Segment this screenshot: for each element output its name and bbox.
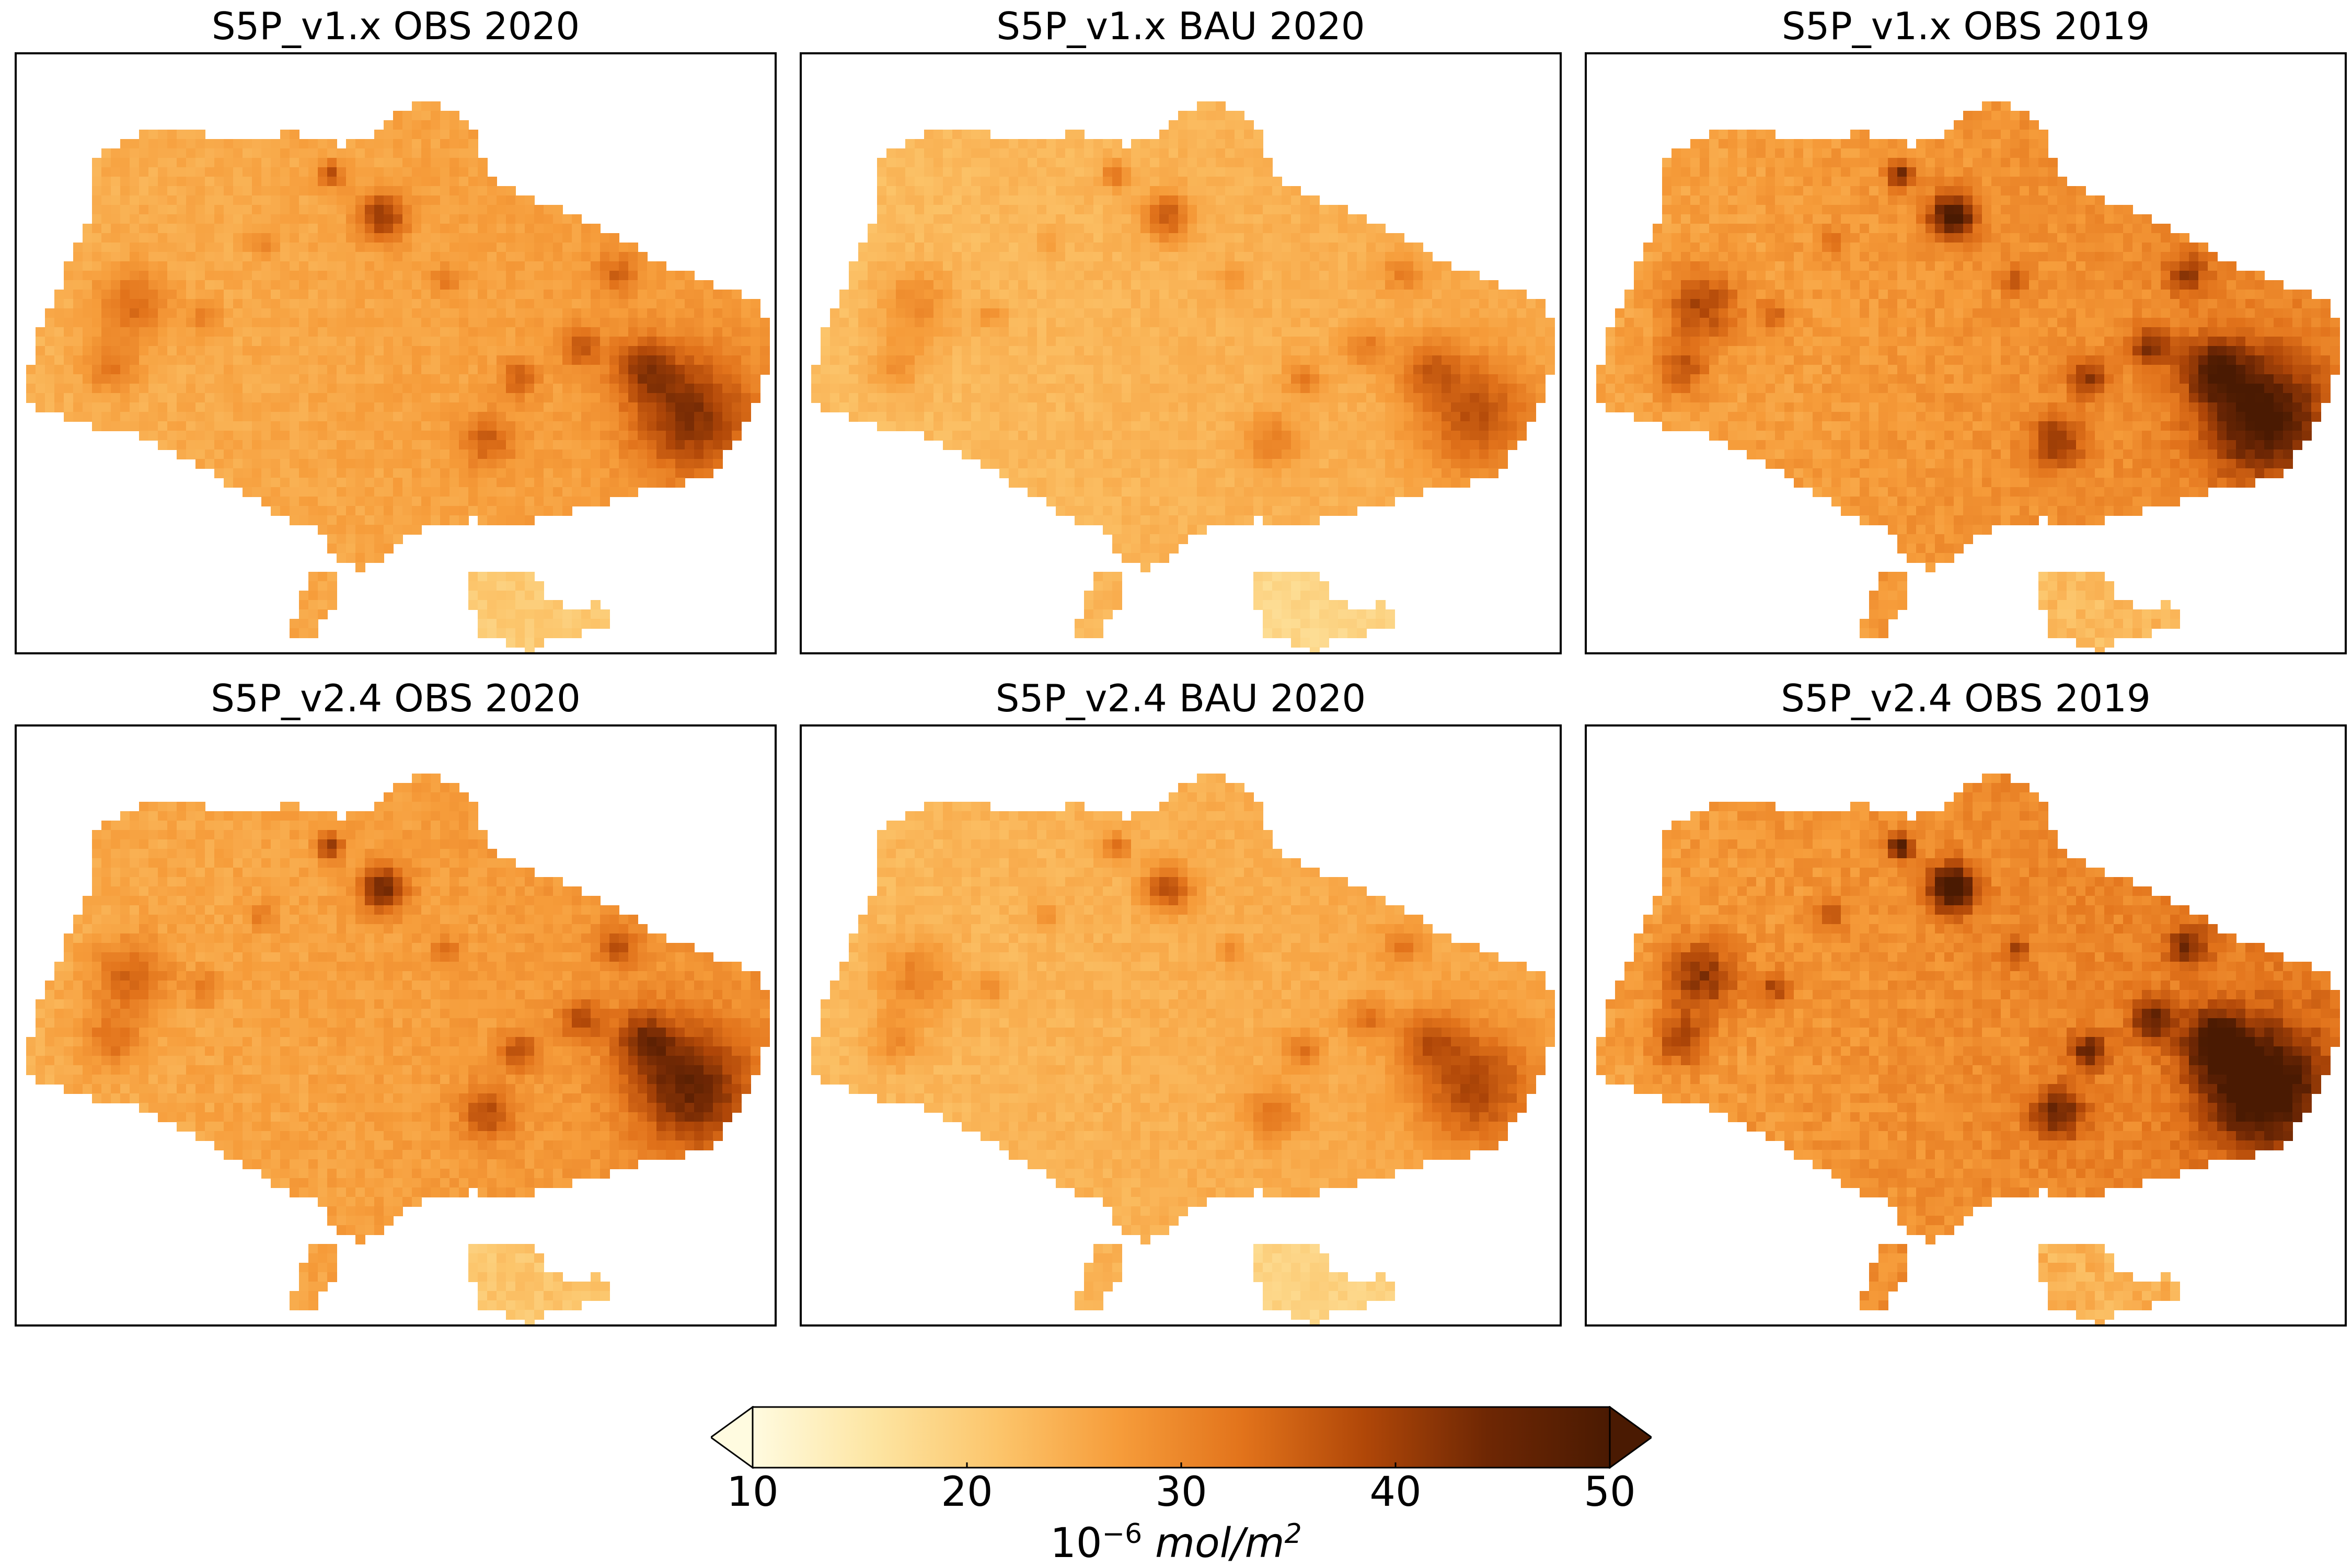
colorbar-label: 10−6 mol/m2	[1050, 1518, 1302, 1567]
map-panel-5: S5P_v2.4 BAU 2020	[800, 676, 1562, 1327]
map-svg	[811, 774, 1555, 1324]
colorbar	[709, 1405, 1653, 1469]
map-frame	[800, 52, 1562, 654]
map-svg	[1596, 774, 2340, 1324]
panel-title: S5P_v1.x OBS 2019	[1781, 4, 2150, 48]
panel-title: S5P_v1.x BAU 2020	[996, 4, 1365, 48]
colorbar-tick-label: 50	[1584, 1469, 1636, 1516]
colorbar-ticks	[752, 1462, 1611, 1468]
colorbar-tick-label: 10	[727, 1469, 779, 1516]
map-panel-1: S5P_v1.x OBS 2020	[15, 4, 777, 654]
colorbar-svg	[709, 1405, 1653, 1469]
map-panel-3: S5P_v1.x OBS 2019	[1585, 4, 2347, 654]
map-svg	[1596, 101, 2340, 652]
colorbar-extend-high	[1609, 1405, 1653, 1469]
map-frame	[15, 52, 777, 654]
map-svg	[811, 101, 1555, 652]
colorbar-tick-label: 30	[1155, 1469, 1207, 1516]
map-frame	[1585, 52, 2347, 654]
panel-title: S5P_v2.4 OBS 2019	[1781, 676, 2151, 720]
colorbar-tick-label: 20	[941, 1469, 993, 1516]
map-svg	[26, 774, 770, 1324]
panel-title: S5P_v2.4 OBS 2020	[211, 676, 581, 720]
colorbar-tick-label: 40	[1369, 1469, 1422, 1516]
colorbar-extend-low	[709, 1405, 754, 1469]
panel-title: S5P_v2.4 BAU 2020	[995, 676, 1366, 720]
map-panel-2: S5P_v1.x BAU 2020	[800, 4, 1562, 654]
colorbar-gradient	[752, 1406, 1611, 1469]
map-frame	[1585, 724, 2347, 1327]
map-panel-6: S5P_v2.4 OBS 2019	[1585, 676, 2347, 1327]
map-frame	[15, 724, 777, 1327]
map-frame	[800, 724, 1562, 1327]
map-svg	[26, 101, 770, 652]
panel-title: S5P_v1.x OBS 2020	[211, 4, 580, 48]
map-panel-4: S5P_v2.4 OBS 2020	[15, 676, 777, 1327]
